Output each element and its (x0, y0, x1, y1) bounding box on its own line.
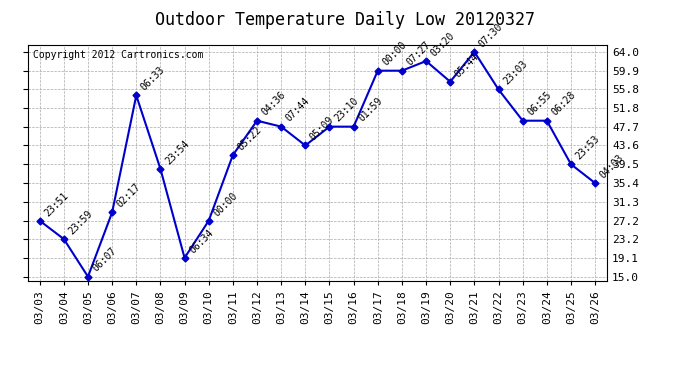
Text: 04:03: 04:03 (598, 153, 626, 180)
Text: 07:30: 07:30 (477, 21, 505, 49)
Text: 23:59: 23:59 (67, 209, 95, 236)
Text: 07:44: 07:44 (284, 96, 312, 124)
Text: 04:36: 04:36 (260, 90, 288, 118)
Text: 00:00: 00:00 (381, 40, 408, 68)
Text: 06:07: 06:07 (91, 246, 119, 274)
Text: 03:20: 03:20 (429, 30, 457, 58)
Text: 06:34: 06:34 (188, 227, 215, 255)
Text: Outdoor Temperature Daily Low 20120327: Outdoor Temperature Daily Low 20120327 (155, 11, 535, 29)
Text: 00:00: 00:00 (212, 190, 239, 218)
Text: 02:17: 02:17 (115, 182, 143, 210)
Text: 05:44: 05:44 (453, 51, 481, 79)
Text: 05:09: 05:09 (308, 115, 336, 142)
Text: 23:10: 23:10 (333, 96, 360, 124)
Text: 05:22: 05:22 (236, 124, 264, 152)
Text: 06:33: 06:33 (139, 65, 167, 93)
Text: 01:59: 01:59 (357, 96, 384, 124)
Text: 23:03: 23:03 (502, 59, 529, 87)
Text: 06:28: 06:28 (550, 90, 578, 118)
Text: Copyright 2012 Cartronics.com: Copyright 2012 Cartronics.com (33, 50, 204, 60)
Text: 23:54: 23:54 (164, 138, 191, 166)
Text: 06:55: 06:55 (526, 90, 553, 118)
Text: 23:51: 23:51 (43, 190, 70, 218)
Text: 07:27: 07:27 (405, 40, 433, 68)
Text: 23:53: 23:53 (574, 134, 602, 162)
